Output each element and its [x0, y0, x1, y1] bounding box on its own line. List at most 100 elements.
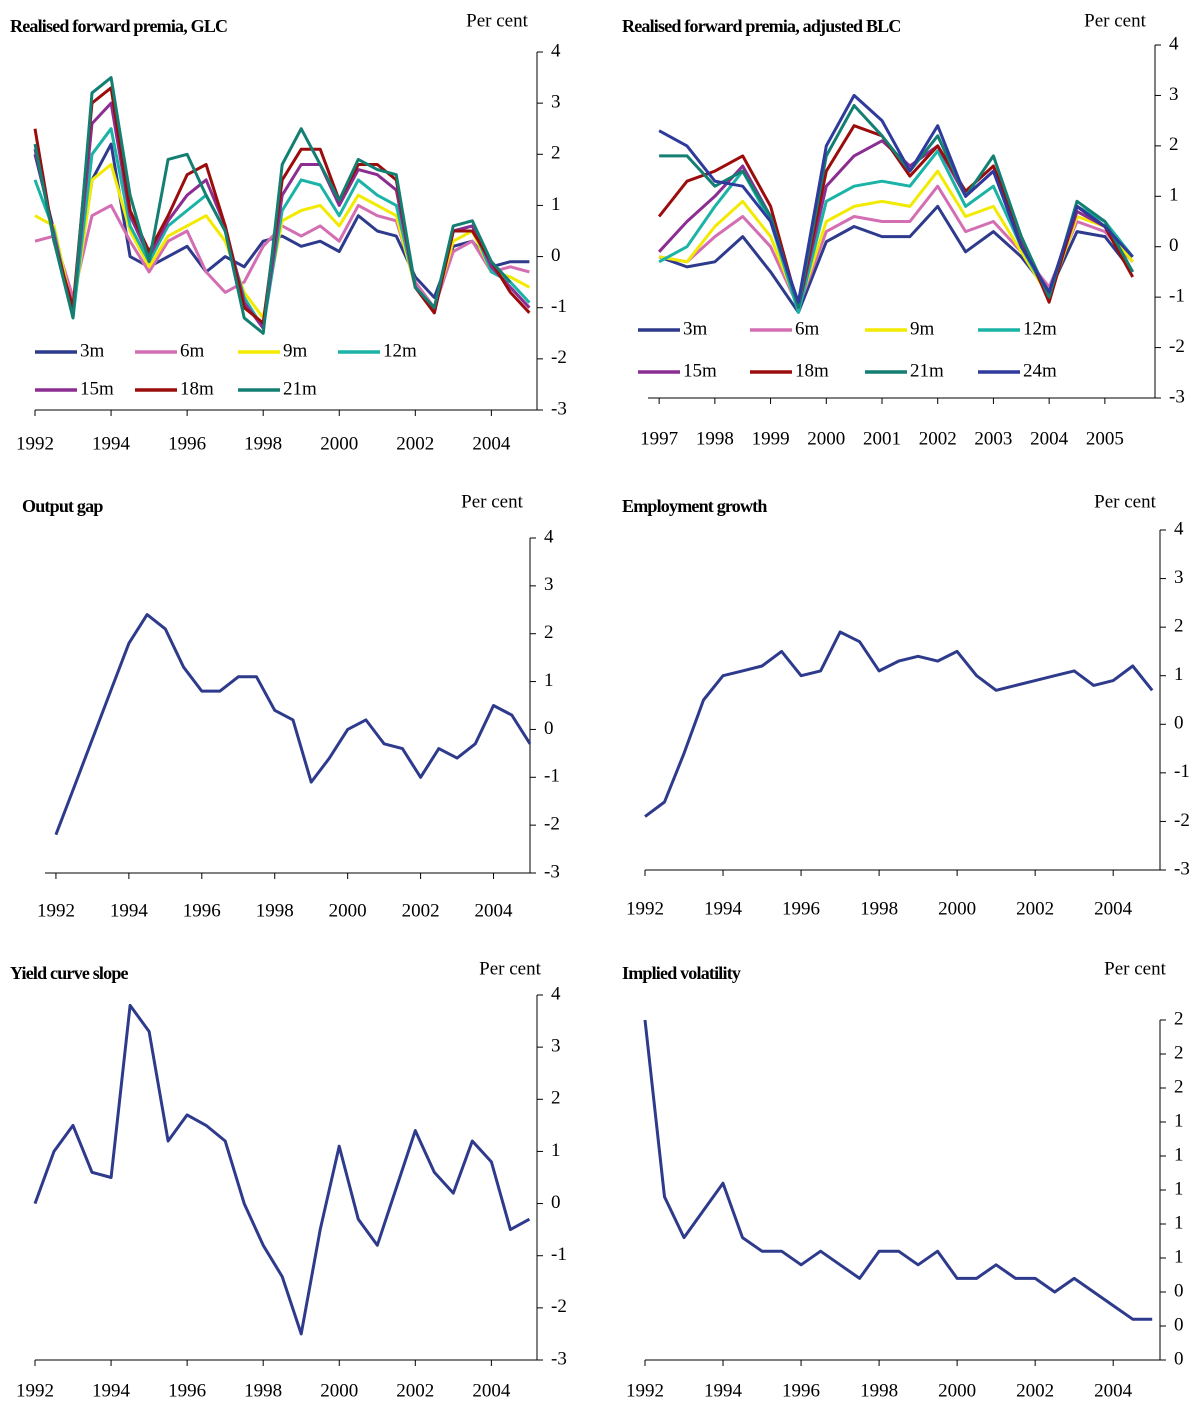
- series-line: [54, 613, 532, 836]
- y-tick-label: 4: [551, 40, 561, 61]
- x-tick-label: 2000: [320, 433, 358, 454]
- x-tick-label: 1992: [16, 433, 54, 454]
- y-tick-label: 2: [1174, 1008, 1184, 1029]
- y-tick-label: 1: [1169, 185, 1179, 206]
- y-tick-label: -1: [1169, 286, 1185, 307]
- series-line: [658, 169, 1134, 309]
- x-tick-label: 1992: [626, 898, 664, 919]
- y-tick-label: -1: [544, 766, 560, 787]
- y-tick-label: 2: [544, 622, 554, 643]
- y-tick-label: 0: [1169, 235, 1179, 256]
- x-tick-label: 2002: [402, 900, 440, 921]
- x-tick-label: 2002: [396, 1380, 434, 1401]
- x-tick-label: 1998: [256, 900, 294, 921]
- legend-label: 9m: [283, 340, 308, 361]
- x-tick-label: 2000: [320, 1380, 358, 1401]
- chart-title: Realised forward premia, adjusted BLC: [622, 16, 901, 36]
- chart-title: Employment growth: [622, 496, 767, 516]
- x-tick-label: 2000: [938, 898, 976, 919]
- y-axis-label: Per cent: [1084, 10, 1146, 31]
- y-tick-label: 0: [1174, 1348, 1184, 1369]
- x-tick-label: 1998: [860, 898, 898, 919]
- x-tick-label: 1994: [92, 433, 131, 454]
- x-tick-label: 2004: [1094, 898, 1133, 919]
- y-axis-label: Per cent: [466, 10, 528, 31]
- legend-label: 15m: [683, 360, 717, 381]
- y-tick-label: -1: [551, 1244, 567, 1265]
- x-tick-label: 2004: [472, 1380, 511, 1401]
- y-tick-label: 1: [544, 670, 554, 691]
- legend-label: 12m: [383, 340, 417, 361]
- x-tick-label: 1994: [110, 900, 149, 921]
- y-axis-label: Per cent: [1104, 958, 1166, 979]
- series-line: [33, 76, 512, 335]
- legend-label: 6m: [795, 318, 820, 339]
- y-tick-label: 4: [1169, 33, 1179, 54]
- x-tick-label: 2000: [938, 1380, 976, 1401]
- y-tick-label: -3: [1169, 386, 1185, 407]
- y-tick-label: 4: [551, 983, 561, 1004]
- x-tick-label: 1997: [640, 428, 678, 449]
- x-tick-label: 1999: [752, 428, 790, 449]
- x-tick-label: 2004: [472, 433, 511, 454]
- x-tick-label: 1998: [244, 433, 282, 454]
- y-tick-label: 1: [1174, 1212, 1184, 1233]
- y-axis-label: Per cent: [1094, 491, 1156, 512]
- x-tick-label: 1992: [626, 1380, 664, 1401]
- legend-label: 18m: [795, 360, 829, 381]
- legend-label: 21m: [910, 360, 944, 381]
- x-tick-label: 1994: [92, 1380, 131, 1401]
- x-tick-label: 2002: [1016, 1380, 1054, 1401]
- y-tick-label: -2: [551, 1296, 567, 1317]
- x-tick-label: 1996: [782, 1380, 820, 1401]
- x-tick-label: 1996: [183, 900, 221, 921]
- y-tick-label: -2: [1169, 336, 1185, 357]
- x-tick-label: 1996: [782, 898, 820, 919]
- y-tick-label: 1: [551, 1140, 561, 1161]
- y-tick-label: -2: [551, 347, 567, 368]
- legend-label: 3m: [683, 318, 708, 339]
- x-tick-label: 1994: [704, 898, 743, 919]
- y-tick-label: 0: [551, 245, 561, 266]
- y-tick-label: 3: [1174, 567, 1184, 588]
- series-line: [658, 93, 1134, 304]
- y-tick-label: -3: [551, 1348, 567, 1369]
- chart-title: Output gap: [22, 496, 103, 516]
- x-tick-label: 2002: [919, 428, 957, 449]
- legend-label: 3m: [80, 340, 105, 361]
- x-tick-label: 1994: [704, 1380, 743, 1401]
- y-tick-label: -1: [1174, 761, 1190, 782]
- chart-title: Yield curve slope: [10, 963, 129, 983]
- y-tick-label: 2: [1174, 1042, 1184, 1063]
- series-line: [644, 630, 1154, 818]
- y-tick-label: 4: [544, 526, 554, 547]
- legend-label: 24m: [1023, 360, 1057, 381]
- y-tick-label: -3: [551, 398, 567, 419]
- y-tick-label: 4: [1174, 518, 1184, 539]
- y-tick-label: 3: [544, 574, 554, 595]
- y-tick-label: 3: [551, 92, 561, 113]
- legend-label: 15m: [80, 378, 114, 399]
- y-tick-label: 1: [1174, 1178, 1184, 1199]
- x-tick-label: 2000: [807, 428, 845, 449]
- series-line: [643, 1019, 1153, 1321]
- y-tick-label: 2: [551, 143, 561, 164]
- legend-label: 21m: [283, 378, 317, 399]
- y-tick-label: 0: [544, 718, 554, 739]
- y-tick-label: 2: [1169, 134, 1179, 155]
- x-tick-label: 2000: [329, 900, 367, 921]
- x-tick-label: 1992: [16, 1380, 54, 1401]
- y-tick-label: 3: [551, 1036, 561, 1057]
- y-tick-label: 2: [1174, 1076, 1184, 1097]
- x-tick-label: 2002: [1016, 898, 1054, 919]
- chart-title: Realised forward premia, GLC: [10, 16, 227, 36]
- y-tick-label: 3: [1169, 84, 1179, 105]
- y-tick-label: 0: [551, 1192, 561, 1213]
- x-tick-label: 1998: [244, 1380, 282, 1401]
- x-tick-label: 2004: [475, 900, 514, 921]
- y-tick-label: -2: [544, 814, 560, 835]
- y-axis-label: Per cent: [479, 958, 541, 979]
- y-tick-label: 2: [1174, 616, 1184, 637]
- y-tick-label: -3: [544, 861, 560, 882]
